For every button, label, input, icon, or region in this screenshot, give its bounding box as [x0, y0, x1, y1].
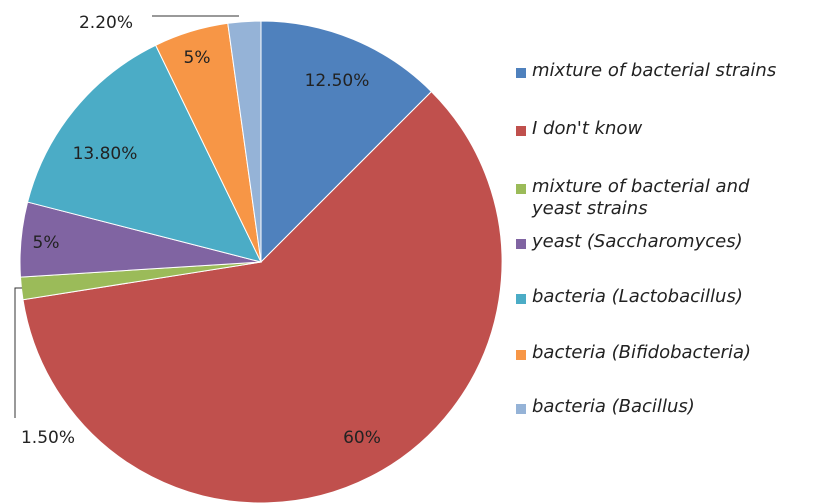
legend-label: bacteria (Bacillus): [532, 396, 695, 417]
legend-label: mixture of bacterial and yeast strains: [532, 176, 750, 219]
legend-item-mixture-bacterial-yeast: mixture of bacterial and yeast strains: [516, 176, 792, 220]
legend-item-yeast: yeast (Saccharomyces): [516, 231, 802, 253]
legend-item-mixture-bacterial: mixture of bacterial strains: [516, 60, 802, 82]
data-label: 5%: [33, 233, 60, 253]
legend-swatch: [516, 126, 526, 136]
data-label: 2.20%: [79, 13, 133, 33]
legend-item-i-dont-know: I don't know: [516, 118, 802, 140]
legend-label: yeast (Saccharomyces): [532, 231, 743, 252]
legend-item-bifidobacteria: bacteria (Bifidobacteria): [516, 342, 802, 364]
pie-slice: [227, 20, 262, 263]
legend-label: mixture of bacterial strains: [532, 60, 777, 81]
legend-label: bacteria (Lactobacillus): [532, 286, 743, 307]
data-label: 1.50%: [21, 428, 75, 448]
pie-slice: [22, 90, 503, 503]
legend-item-bacillus: bacteria (Bacillus): [516, 396, 802, 418]
legend-swatch: [516, 68, 526, 78]
data-label: 12.50%: [305, 71, 370, 91]
pie-slice: [26, 44, 262, 263]
data-label: 13.80%: [73, 144, 138, 164]
pie-slice: [260, 20, 433, 264]
legend-swatch: [516, 184, 526, 194]
legend-item-lactobacillus: bacteria (Lactobacillus): [516, 286, 802, 308]
leader-line: [14, 287, 22, 418]
data-label: 5%: [184, 48, 211, 68]
legend-label: I don't know: [532, 118, 643, 139]
legend-swatch: [516, 294, 526, 304]
data-label: 60%: [343, 428, 381, 448]
legend-swatch: [516, 350, 526, 360]
legend-swatch: [516, 239, 526, 249]
legend-swatch: [516, 404, 526, 414]
legend-label: bacteria (Bifidobacteria): [532, 342, 752, 363]
